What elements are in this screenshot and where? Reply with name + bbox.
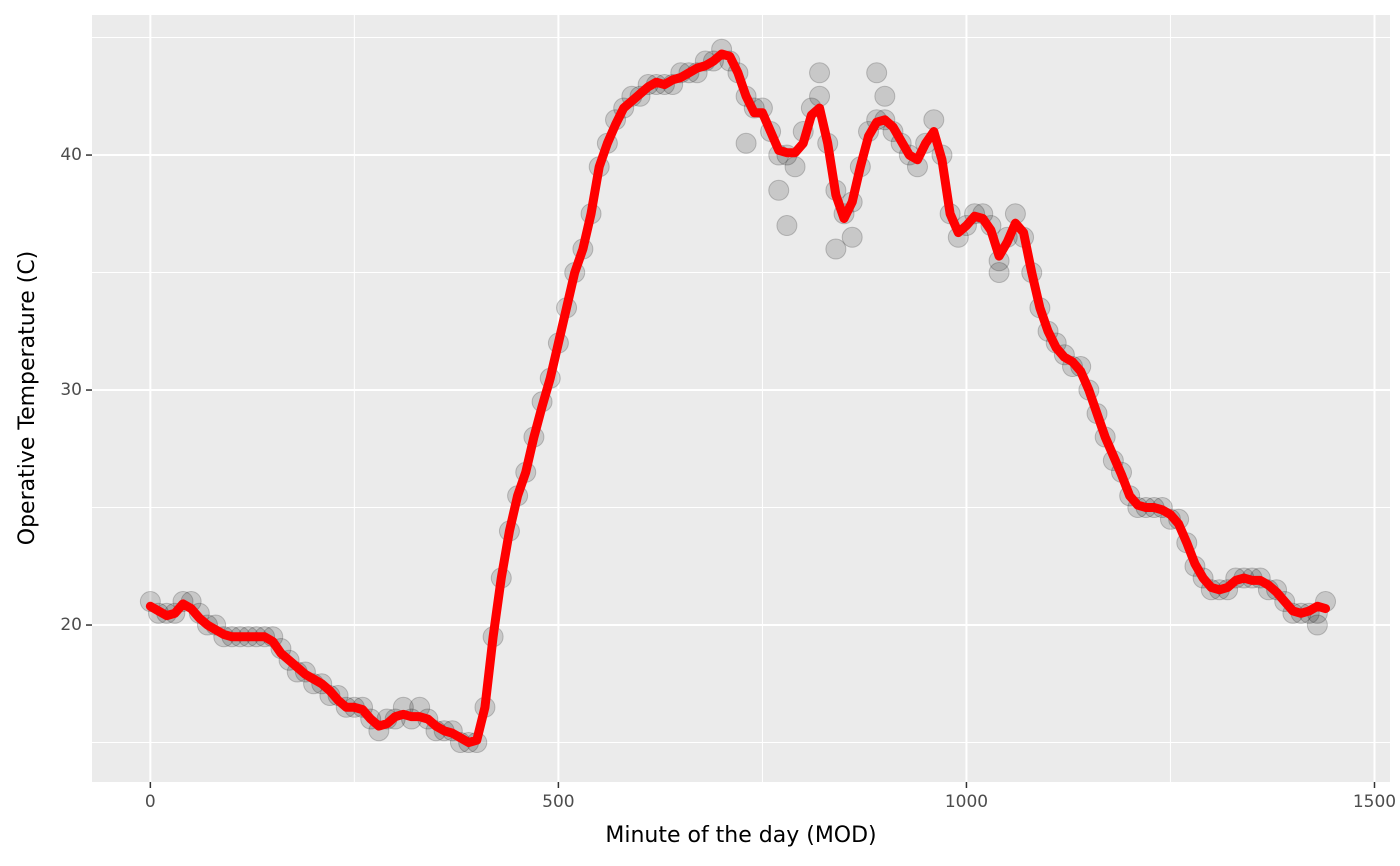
point bbox=[866, 62, 888, 84]
point bbox=[784, 156, 806, 178]
point bbox=[1306, 614, 1328, 636]
y-tick-label: 30 bbox=[60, 380, 82, 400]
point bbox=[988, 262, 1010, 284]
point bbox=[776, 215, 798, 237]
panel bbox=[92, 15, 1390, 782]
point bbox=[874, 85, 896, 107]
y-tick-label: 40 bbox=[60, 145, 82, 165]
x-tick-label: 500 bbox=[542, 792, 574, 812]
x-tick-label: 1500 bbox=[1353, 792, 1396, 812]
point bbox=[825, 238, 847, 260]
point bbox=[768, 179, 790, 201]
point bbox=[923, 109, 945, 131]
smooth-line bbox=[145, 49, 1331, 748]
point bbox=[809, 85, 831, 107]
x-tick-label: 0 bbox=[145, 792, 156, 812]
y-tick-label: 20 bbox=[60, 615, 82, 635]
point bbox=[841, 226, 863, 248]
point bbox=[809, 62, 831, 84]
point bbox=[735, 132, 757, 154]
x-tick-label: 1000 bbox=[945, 792, 988, 812]
x-axis-title: Minute of the day (MOD) bbox=[605, 823, 876, 848]
y-axis-title: Operative Temperature (C) bbox=[15, 251, 40, 546]
